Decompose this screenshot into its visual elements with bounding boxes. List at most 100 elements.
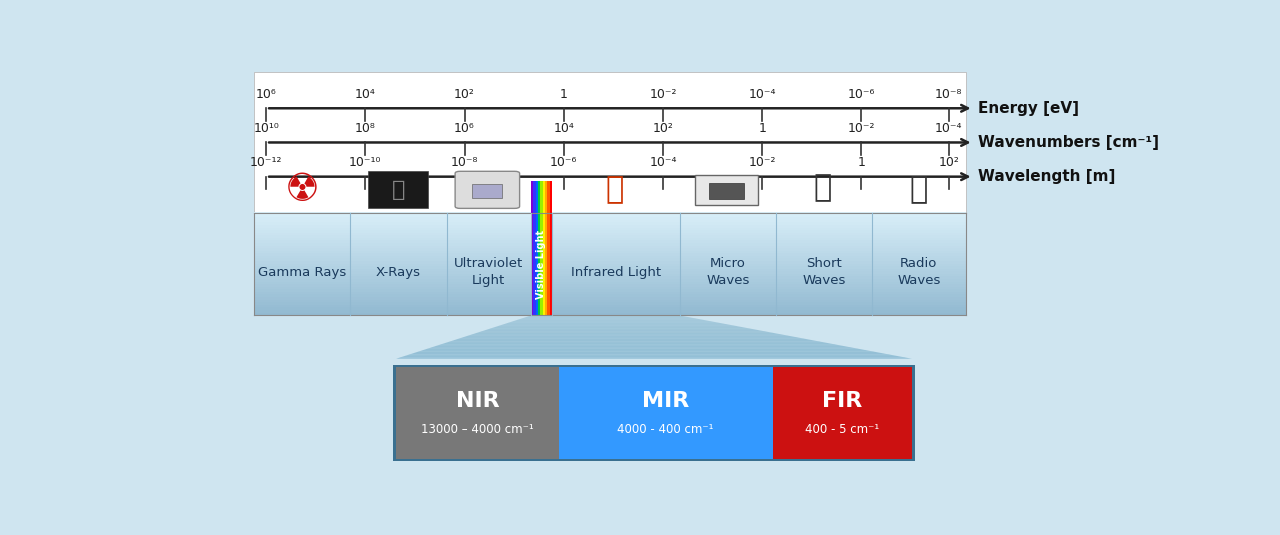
Text: Visible Light: Visible Light bbox=[536, 230, 547, 299]
Bar bbox=[255, 215, 965, 218]
Polygon shape bbox=[428, 347, 858, 349]
Bar bbox=[255, 212, 965, 215]
Bar bbox=[709, 184, 744, 199]
Text: 10⁻⁶: 10⁻⁶ bbox=[550, 156, 577, 169]
Bar bbox=[255, 312, 965, 316]
Text: 10²: 10² bbox=[938, 156, 959, 169]
Bar bbox=[255, 264, 965, 266]
Polygon shape bbox=[415, 351, 881, 353]
Polygon shape bbox=[451, 340, 819, 341]
Text: 10⁻²: 10⁻² bbox=[749, 156, 776, 169]
Bar bbox=[255, 297, 965, 300]
Text: 10⁻¹²: 10⁻¹² bbox=[250, 156, 283, 169]
Text: ☢: ☢ bbox=[284, 171, 319, 209]
Bar bbox=[535, 181, 538, 316]
Polygon shape bbox=[401, 356, 904, 357]
Bar bbox=[255, 253, 965, 256]
Polygon shape bbox=[424, 349, 865, 350]
Text: 10⁻¹⁰: 10⁻¹⁰ bbox=[349, 156, 381, 169]
Bar bbox=[255, 258, 965, 262]
Polygon shape bbox=[526, 316, 687, 317]
Text: Ultraviolet
Light: Ultraviolet Light bbox=[454, 257, 524, 287]
Bar bbox=[545, 181, 548, 316]
Text: 400 - 5 cm⁻¹: 400 - 5 cm⁻¹ bbox=[805, 423, 879, 436]
Polygon shape bbox=[410, 353, 888, 354]
Text: NIR: NIR bbox=[456, 391, 499, 410]
Text: Infrared Light: Infrared Light bbox=[571, 266, 660, 279]
Polygon shape bbox=[433, 346, 850, 347]
Bar bbox=[558, 367, 773, 459]
Polygon shape bbox=[442, 343, 835, 345]
Bar bbox=[255, 233, 965, 236]
Polygon shape bbox=[404, 354, 896, 356]
Text: Energy [eV]: Energy [eV] bbox=[978, 101, 1079, 116]
Bar bbox=[538, 181, 540, 316]
Bar bbox=[255, 287, 965, 290]
Text: Micro
Waves: Micro Waves bbox=[707, 257, 750, 287]
Bar bbox=[255, 305, 965, 308]
Text: 1: 1 bbox=[559, 88, 568, 101]
Text: 10²: 10² bbox=[653, 122, 673, 135]
Text: 10⁻⁸: 10⁻⁸ bbox=[451, 156, 479, 169]
Polygon shape bbox=[454, 339, 812, 340]
Polygon shape bbox=[460, 337, 804, 339]
Text: 🗼: 🗼 bbox=[814, 173, 832, 202]
Polygon shape bbox=[463, 335, 796, 337]
Polygon shape bbox=[490, 327, 750, 328]
Bar bbox=[531, 181, 534, 316]
Bar bbox=[540, 181, 543, 316]
Bar bbox=[255, 240, 965, 243]
Bar bbox=[255, 243, 965, 246]
Bar bbox=[255, 310, 965, 313]
Text: Radio
Waves: Radio Waves bbox=[897, 257, 941, 287]
Bar bbox=[548, 181, 549, 316]
Bar bbox=[255, 225, 965, 228]
Polygon shape bbox=[499, 324, 733, 326]
Polygon shape bbox=[508, 321, 718, 323]
Bar bbox=[255, 220, 965, 223]
Bar bbox=[255, 266, 965, 269]
Text: 10⁴: 10⁴ bbox=[553, 122, 575, 135]
Text: FIR: FIR bbox=[822, 391, 863, 410]
Text: 10⁶: 10⁶ bbox=[256, 88, 276, 101]
Text: 10¹⁰: 10¹⁰ bbox=[253, 122, 279, 135]
Bar bbox=[255, 248, 965, 251]
FancyBboxPatch shape bbox=[456, 171, 520, 208]
Polygon shape bbox=[495, 326, 741, 327]
Bar bbox=[255, 284, 965, 287]
Polygon shape bbox=[419, 350, 873, 351]
Bar bbox=[773, 367, 911, 459]
Bar bbox=[255, 292, 965, 295]
Bar bbox=[255, 217, 965, 220]
Text: 10⁻⁶: 10⁻⁶ bbox=[847, 88, 876, 101]
Polygon shape bbox=[436, 345, 842, 346]
Bar bbox=[255, 289, 965, 292]
Bar bbox=[472, 184, 502, 198]
Bar bbox=[255, 271, 965, 274]
Polygon shape bbox=[481, 330, 765, 331]
Text: Gamma Rays: Gamma Rays bbox=[259, 266, 347, 279]
Bar bbox=[255, 251, 965, 254]
Bar bbox=[255, 223, 965, 225]
Text: 13000 – 4000 cm⁻¹: 13000 – 4000 cm⁻¹ bbox=[421, 423, 534, 436]
Polygon shape bbox=[477, 331, 773, 333]
Bar bbox=[255, 269, 965, 272]
Text: 10⁻⁸: 10⁻⁸ bbox=[934, 88, 963, 101]
Text: 4000 - 400 cm⁻¹: 4000 - 400 cm⁻¹ bbox=[617, 423, 714, 436]
Text: 10⁻⁴: 10⁻⁴ bbox=[649, 156, 677, 169]
Bar bbox=[255, 274, 965, 277]
Bar bbox=[255, 307, 965, 310]
Bar bbox=[393, 365, 915, 461]
Bar bbox=[549, 181, 552, 316]
Polygon shape bbox=[486, 328, 758, 330]
Polygon shape bbox=[517, 318, 703, 320]
Text: 10⁻²: 10⁻² bbox=[649, 88, 677, 101]
Text: 📡: 📡 bbox=[910, 175, 928, 204]
Bar bbox=[543, 181, 545, 316]
Bar bbox=[255, 72, 965, 212]
Polygon shape bbox=[504, 323, 726, 324]
Text: 1: 1 bbox=[858, 156, 865, 169]
Bar bbox=[255, 277, 965, 279]
Text: Wavelength [m]: Wavelength [m] bbox=[978, 169, 1116, 184]
Bar bbox=[255, 281, 965, 285]
